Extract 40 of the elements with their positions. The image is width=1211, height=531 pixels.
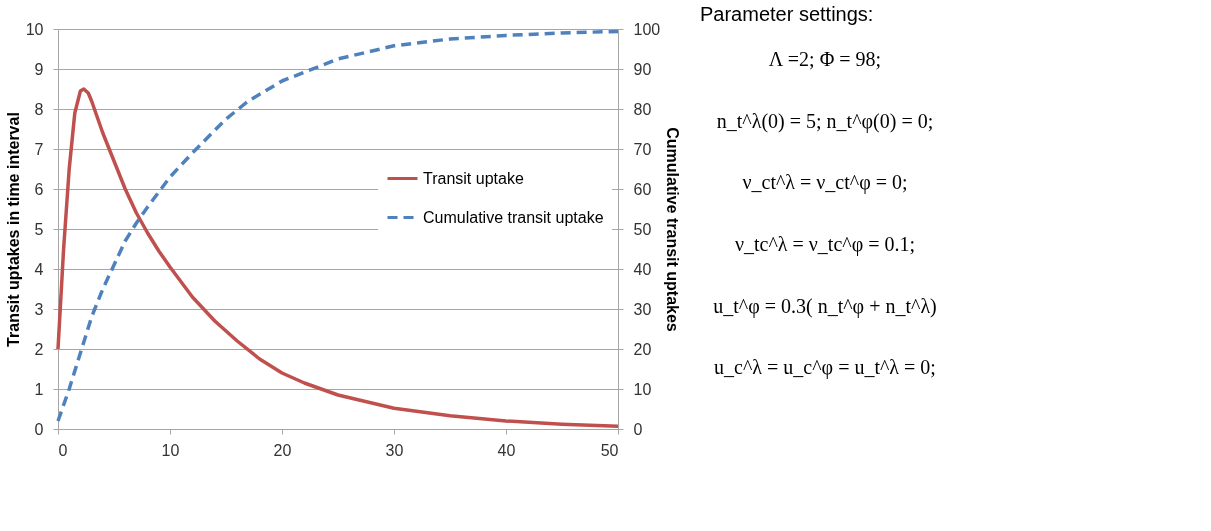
x-tick-label: 20	[273, 441, 292, 459]
y-tick-label: 7	[34, 140, 44, 158]
y2-tick-label: 20	[633, 340, 652, 358]
y2-axis-title: Cumulative transit uptakes	[664, 127, 682, 332]
y2-tick-label: 80	[633, 100, 652, 118]
line-series	[56, 87, 620, 428]
y2-tick-label: 90	[633, 60, 652, 78]
text: u_t^φ = 0.3( n_t^φ + n_t^λ)	[713, 294, 937, 318]
x-tick-label: 40	[497, 441, 516, 459]
y2-tick-label: 0	[633, 420, 643, 438]
y2-tick-label: 30	[633, 300, 652, 318]
text: Parameter settings:	[700, 3, 874, 25]
y-tick-label: 3	[34, 300, 44, 318]
legend-label: Transit uptake	[423, 169, 524, 187]
text: Λ =2; Φ = 98;	[768, 47, 882, 70]
x-tick-label: 50	[600, 441, 619, 459]
y-axis-title: Transit uptakes in time interval	[4, 112, 22, 347]
y2-tick-label: 100	[633, 20, 661, 38]
y2-tick-label: 10	[633, 380, 652, 398]
y-tick-label: 1	[34, 380, 44, 398]
legend-label: Cumulative transit uptake	[423, 208, 604, 226]
y-tick-label: 9	[34, 60, 44, 78]
y-tick-label: 6	[34, 180, 44, 198]
text: ν_tc^λ = ν_tc^φ = 0.1;	[734, 232, 916, 256]
text: ν_ct^λ = ν_ct^φ = 0;	[742, 171, 908, 195]
y2-tick-label: 60	[633, 180, 652, 198]
y-tick-label: 0	[34, 420, 44, 438]
y-tick-label: 8	[34, 100, 44, 118]
y-tick-label: 2	[34, 340, 44, 358]
x-tick-label: 30	[385, 441, 404, 459]
text: n_t^λ(0) = 5; n_t^φ(0) = 0;	[716, 109, 934, 133]
y2-tick-label: 70	[633, 140, 652, 158]
x-tick-label: 0	[58, 441, 68, 459]
y2-tick-label: 50	[633, 220, 652, 238]
y-tick-label: 4	[34, 260, 44, 278]
text: u_c^λ = u_c^φ = u_t^λ = 0;	[714, 356, 936, 380]
y-tick-label: 10	[25, 20, 44, 38]
x-tick-label: 10	[161, 441, 180, 459]
y-tick-label: 5	[34, 220, 44, 238]
y2-tick-label: 40	[633, 260, 652, 278]
